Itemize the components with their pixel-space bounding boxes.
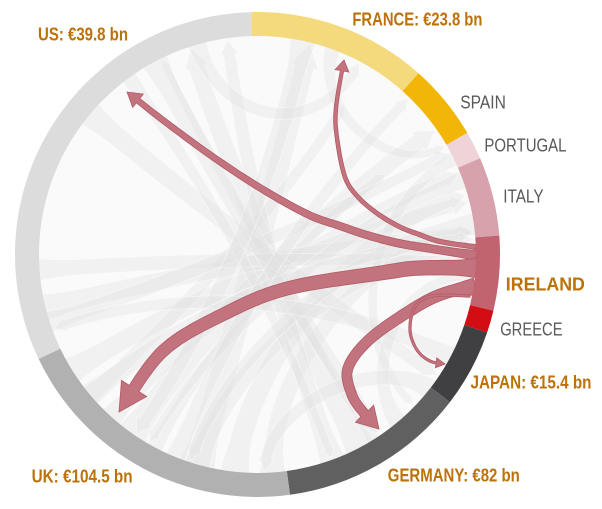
svg-text:FRANCE: €23.8 bn: FRANCE: €23.8 bn [352, 9, 482, 29]
svg-text:GERMANY: €82 bn: GERMANY: €82 bn [388, 466, 520, 486]
svg-text:SPAIN: SPAIN [460, 92, 506, 112]
svg-text:PORTUGAL: PORTUGAL [484, 135, 566, 155]
svg-text:IRELAND: IRELAND [506, 275, 585, 295]
svg-text:GREECE: GREECE [500, 319, 562, 339]
svg-text:JAPAN: €15.4 bn: JAPAN: €15.4 bn [471, 372, 592, 392]
svg-text:ITALY: ITALY [503, 187, 543, 207]
svg-text:US: €39.8 bn: US: €39.8 bn [38, 24, 128, 44]
svg-text:UK: €104.5 bn: UK: €104.5 bn [32, 467, 133, 487]
